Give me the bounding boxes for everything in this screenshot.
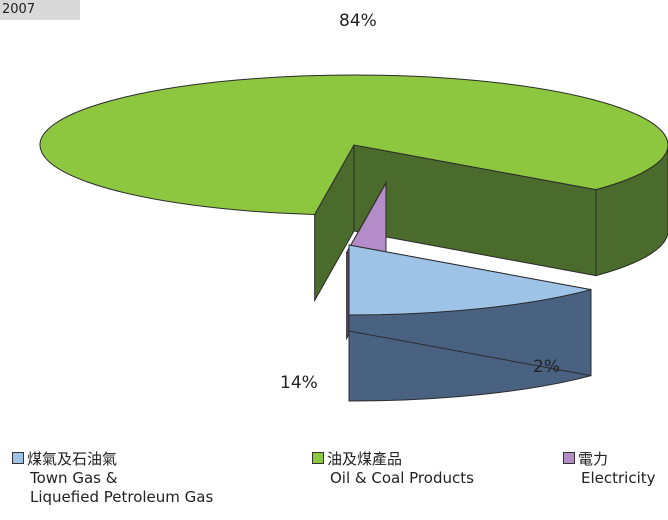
- label-town-gas-pct: 14%: [280, 373, 318, 393]
- legend-en-town-gas-line2: Liquefied Petroleum Gas: [30, 488, 214, 506]
- legend-zh-town-gas: 煤氣及石油氣: [27, 450, 118, 468]
- legend-item-electricity: 電力 Electricity: [563, 450, 656, 488]
- year-tag-text: 2007: [2, 2, 36, 17]
- legend-en-electricity: Electricity: [581, 469, 656, 487]
- label-oil-coal-pct: 84%: [339, 11, 377, 31]
- slice-top-oil-coal: [39, 74, 668, 215]
- legend-en-oil-coal: Oil & Coal Products: [330, 469, 474, 487]
- legend-swatch-oil-coal: [312, 452, 324, 464]
- legend-item-oil-coal: 油及煤產品 Oil & Coal Products: [312, 450, 474, 488]
- legend-zh-oil-coal: 油及煤產品: [327, 450, 403, 468]
- legend-zh-electricity: 電力: [578, 450, 609, 468]
- label-electricity-pct: 2%: [533, 357, 560, 377]
- year-tag: 2007: [0, 0, 80, 20]
- legend-en-town-gas-line1: Town Gas &: [30, 469, 118, 487]
- pie-chart-3d: [39, 74, 668, 402]
- slice-top-town-gas: [348, 244, 592, 316]
- legend-swatch-electricity: [563, 452, 575, 464]
- legend-item-town-gas: 煤氣及石油氣 Town Gas & Liquefied Petroleum Ga…: [12, 450, 213, 507]
- legend-swatch-town-gas: [12, 452, 24, 464]
